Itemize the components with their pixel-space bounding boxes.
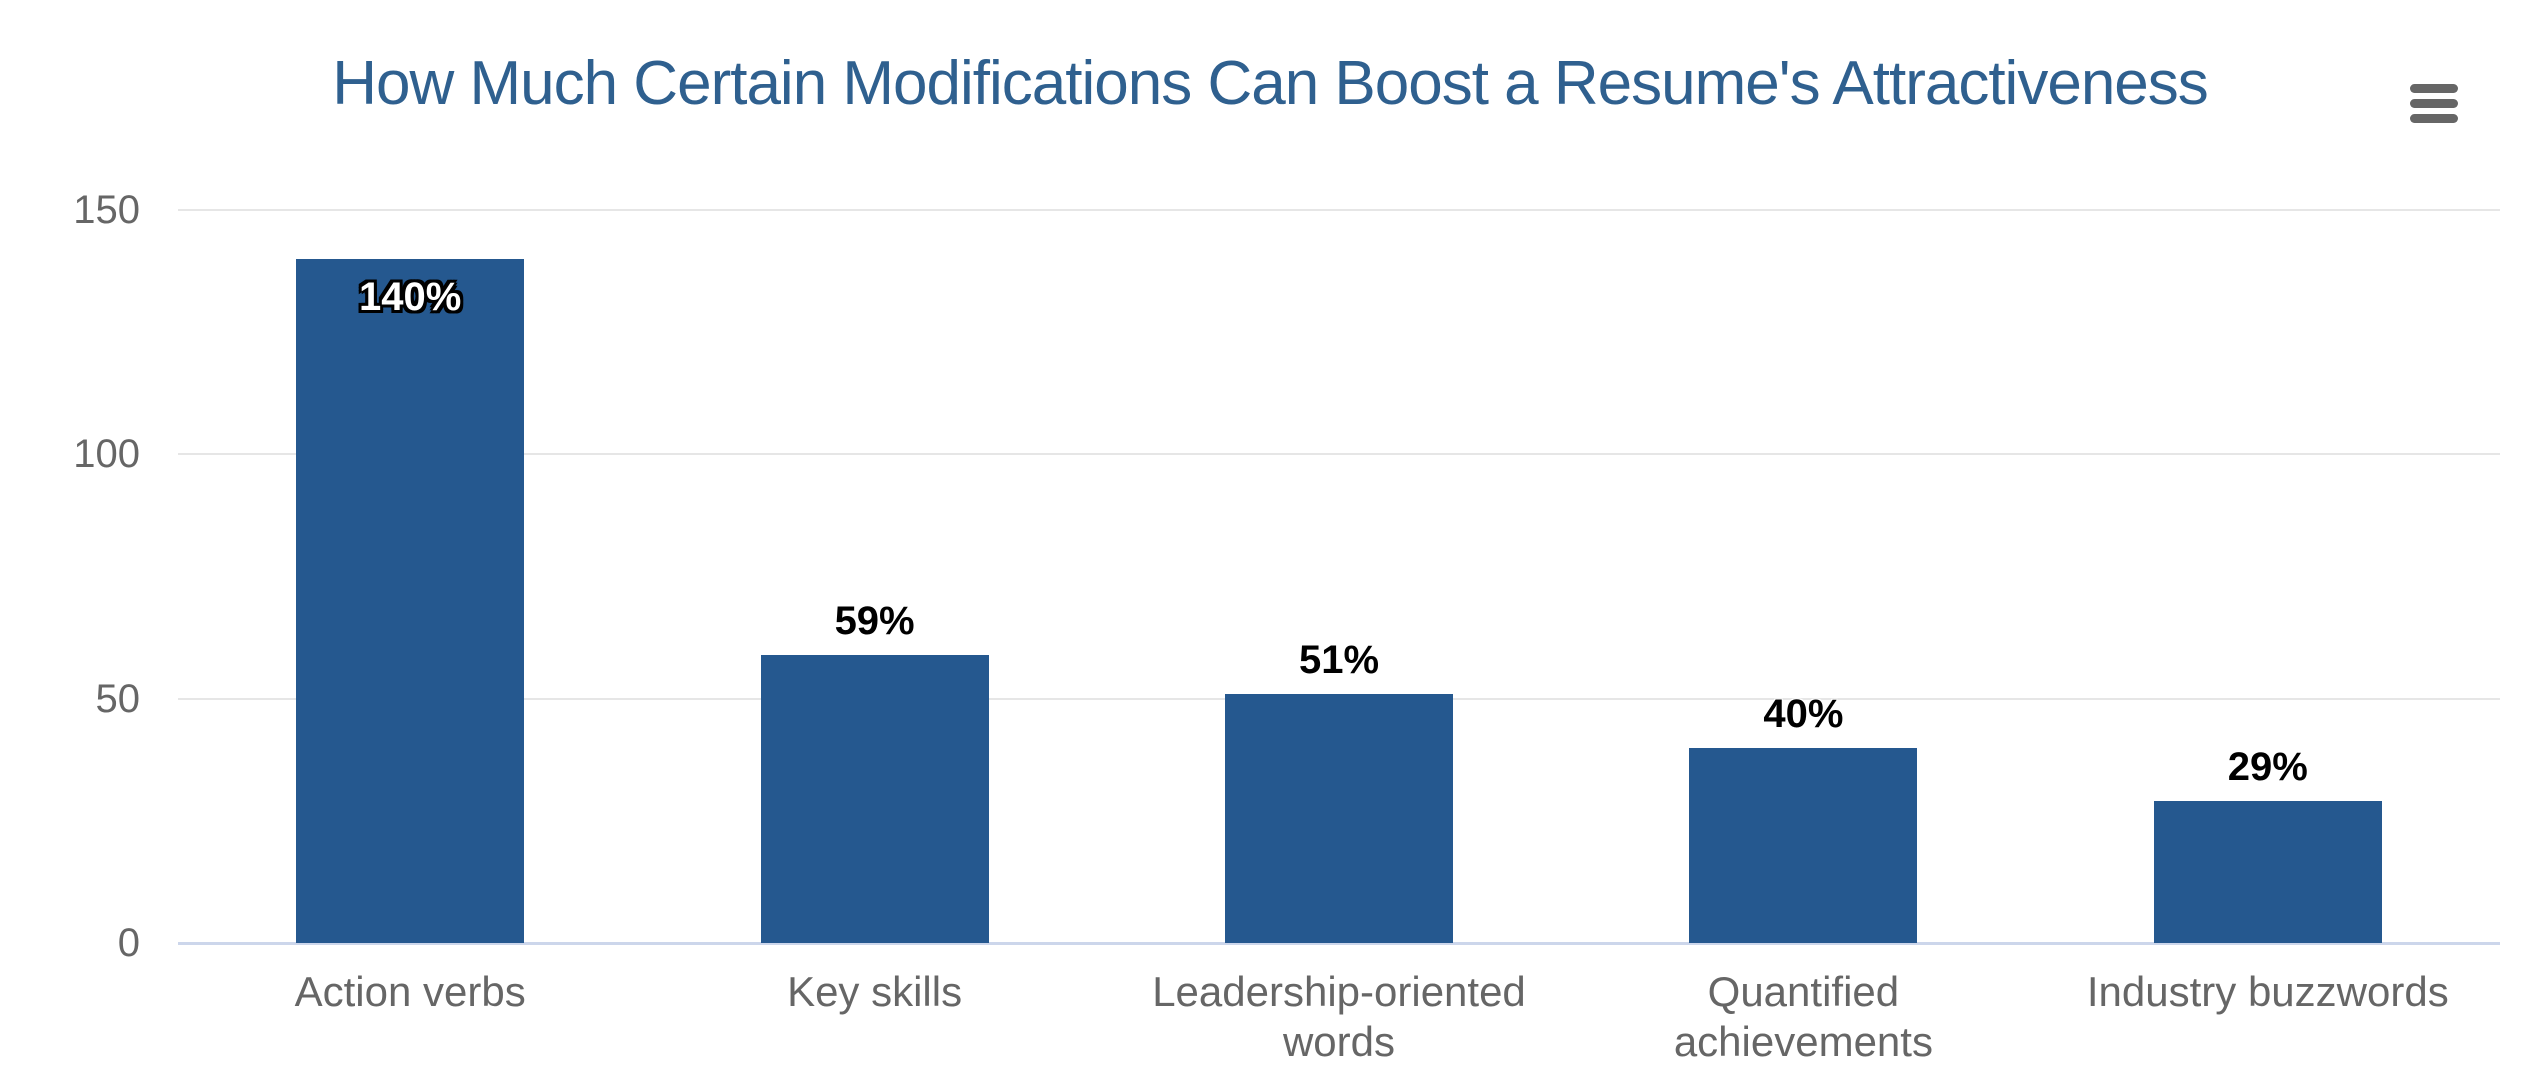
x-axis-label-quantified-achievements: Quantified achievements [1673,968,1933,1065]
x-axis-line [178,941,2500,945]
hamburger-menu-icon [2410,83,2458,123]
y-axis-tick-label-100: 100 [73,432,140,477]
x-axis-label-leadership-oriented-words: Leadership-oriented words [1152,968,1526,1065]
data-label-industry-buzzwords: 29% [2227,745,2308,790]
bar-action-verbs[interactable] [296,258,525,943]
x-axis-label-industry-buzzwords: Industry buzzwords [2086,968,2449,1015]
chart-title: How Much Certain Modifications Can Boost… [332,49,2209,118]
y-gridline-150 [178,209,2500,211]
y-axis-tick-label-50: 50 [95,676,141,721]
bar-quantified-achievements[interactable] [1689,747,1918,943]
y-gridline-100 [178,453,2500,456]
x-axis-label-action-verbs: Action verbs [294,968,526,1015]
chart-context-menu-button[interactable] [2398,72,2470,134]
y-axis-tick-label-0: 0 [117,921,140,965]
x-axis-label-key-skills: Key skills [787,968,963,1015]
y-axis-tick-label-150: 150 [73,188,140,232]
data-label-action-verbs: 140% [359,274,462,319]
bar-leadership-oriented-words[interactable] [1225,693,1453,943]
bar-key-skills[interactable] [760,654,989,943]
data-label-quantified-achievements: 40% [1763,691,1844,736]
bar-industry-buzzwords[interactable] [2153,801,2382,943]
data-label-key-skills: 59% [834,598,915,643]
data-label-leadership-oriented-words: 51% [1298,637,1380,682]
